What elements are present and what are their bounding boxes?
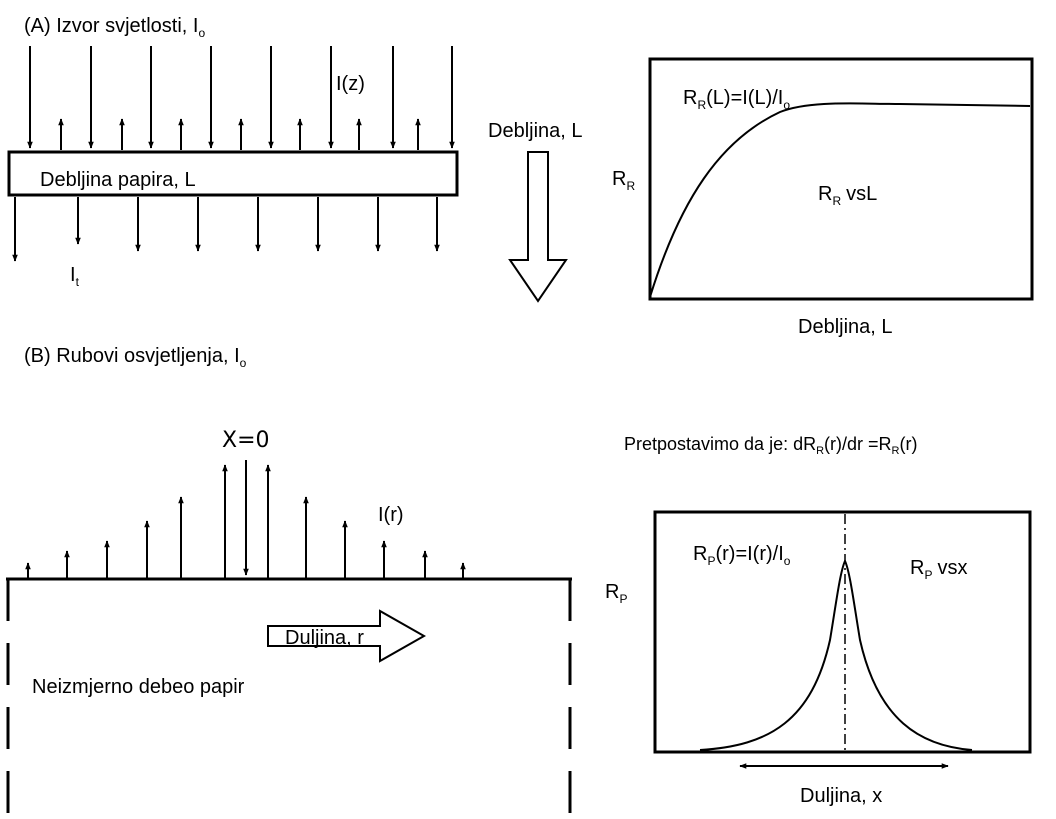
thickness-direction-arrow <box>508 151 568 303</box>
reflectance-curve <box>649 102 1031 298</box>
thickness-arrow-label: Debljina, L <box>488 120 583 142</box>
length-direction-arrow <box>267 609 427 663</box>
ir-label: I(r) <box>378 504 404 526</box>
graph-a-xlabel: Debljina, L <box>798 316 893 338</box>
edge-profile-peak <box>699 558 973 751</box>
x0-label: X=0 <box>222 428 270 453</box>
length-arrow-label: Duljina, r <box>285 627 364 649</box>
transmitted-arrows <box>12 197 440 262</box>
graph-a-ylabel: RR <box>612 168 635 193</box>
reflected-arrows <box>58 118 421 150</box>
graph-a: RR(L)=I(L)/Io RR vsL RR Debljina, L <box>612 57 1034 338</box>
panel-b-title: (B) Rubovi osvjetljenja, Io <box>24 345 247 370</box>
iz-label: I(z) <box>336 73 365 95</box>
assumption-text: Pretpostavimo da je: dRR(r)/dr =RR(r) <box>624 434 917 457</box>
graph-b-formula: RP(r)=I(r)/Io <box>693 543 791 568</box>
graph-b-ylabel: RP <box>605 581 627 606</box>
paper-label: Debljina papira, L <box>40 169 196 191</box>
graph-b-frame <box>653 510 1032 754</box>
panel-a: (A) Izvor svjetlosti, Io I(z) Debljina p… <box>7 15 583 303</box>
incident-arrows <box>27 46 455 149</box>
graph-a-formula: RR(L)=I(L)/Io <box>683 87 790 112</box>
graph-b-vs-label: RP vsx <box>910 557 967 582</box>
paper-sheet <box>7 150 459 197</box>
graph-a-vs-label: RR vsL <box>818 183 877 208</box>
panel-a-title: (A) Izvor svjetlosti, Io <box>24 15 205 40</box>
panel-b: (B) Rubovi osvjetljenja, Io X=0 I(r) Dul… <box>6 345 572 819</box>
graph-b: RP(r)=I(r)/Io RP vsx RP Duljina, x <box>605 510 1032 807</box>
edge-emission-arrows <box>25 464 466 578</box>
it-label: It <box>70 264 80 289</box>
paper-b-label: Neizmjerno debeo papir <box>32 676 245 698</box>
graph-a-frame <box>648 57 1034 301</box>
graph-b-xlabel: Duljina, x <box>800 785 882 807</box>
